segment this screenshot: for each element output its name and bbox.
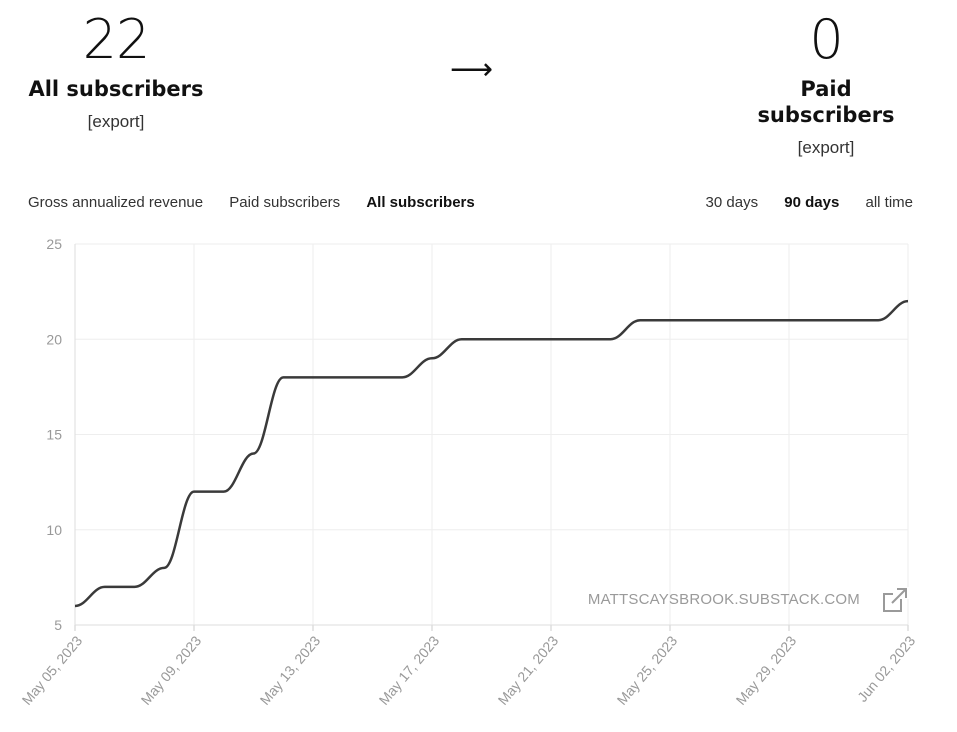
external-link-icon[interactable] [883, 587, 909, 612]
x-tick-label: May 25, 2023 [614, 632, 681, 707]
tab-paid-subscribers[interactable]: Paid subscribers [229, 194, 341, 211]
y-tick-label: 20 [46, 331, 62, 347]
all-subscribers-label: All subscribers [28, 77, 204, 101]
x-axis-ticks: May 05, 2023 May 09, 2023 May 13, 2023 May … [19, 632, 919, 707]
y-tick-label: 5 [54, 617, 62, 633]
tab-all-subscribers[interactable]: All subscribers [366, 194, 475, 211]
y-tick-label: 10 [46, 522, 62, 538]
series-line [74, 299, 909, 608]
x-tick-label: Jun 02, 2023 [854, 632, 918, 704]
x-tick-label: May 17, 2023 [376, 632, 443, 707]
x-tick-label: May 21, 2023 [495, 632, 562, 707]
chart-grid [74, 243, 909, 631]
metric-tabs: Gross annualized revenue Paid subscriber… [28, 194, 497, 211]
watermark-text: MATTSCAYSBROOK.SUBSTACK.COM [588, 591, 860, 608]
paid-subscribers-count: 0 [809, 8, 843, 71]
tab-gross-annualized-revenue[interactable]: Gross annualized revenue [28, 194, 204, 211]
paid-subscribers-stat: 0 Paid subscribers [export] [730, 10, 922, 158]
tab-90-days[interactable]: 90 days [784, 194, 840, 211]
tab-all-time[interactable]: all time [865, 194, 913, 211]
paid-subscribers-export-link[interactable]: [export] [797, 138, 855, 157]
y-axis-ticks: 5 10 15 20 25 [46, 236, 62, 633]
paid-subscribers-label: Paid subscribers [757, 77, 895, 127]
arrow-right-icon: ⟶ [450, 52, 494, 87]
x-tick-label: May 13, 2023 [257, 632, 324, 707]
x-tick-label: May 09, 2023 [138, 632, 205, 707]
all-subscribers-count: 22 [82, 8, 151, 71]
subscribers-line-chart: 5 10 15 20 25 May 05, 2023 May 09, 2023 May 13… [19, 236, 919, 708]
y-tick-label: 25 [46, 236, 62, 252]
tab-30-days[interactable]: 30 days [705, 194, 759, 211]
all-subscribers-stat: 22 All subscribers [export] [28, 10, 204, 132]
y-tick-label: 15 [46, 427, 62, 443]
x-tick-label: May 29, 2023 [733, 632, 800, 707]
all-subscribers-export-link[interactable]: [export] [87, 112, 145, 131]
range-tabs: 30 days 90 days all time [684, 194, 913, 211]
x-tick-label: May 05, 2023 [19, 632, 86, 707]
